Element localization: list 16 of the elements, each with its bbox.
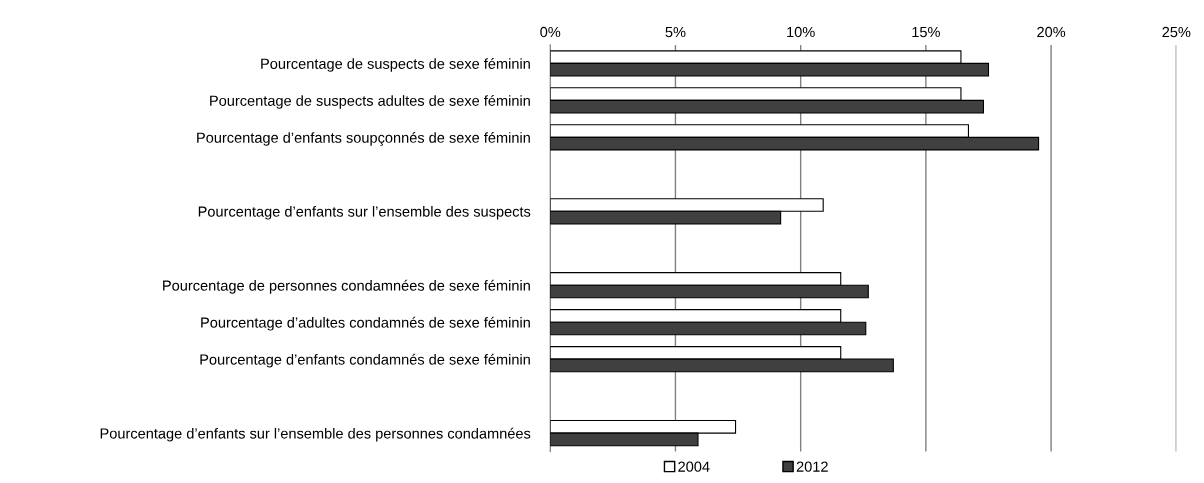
x-tick-label: 10% — [787, 26, 815, 38]
x-tick-label: 0% — [540, 26, 561, 38]
y-tick-label: Pourcentage de personnes condamnées de sexe féminin — [163, 279, 530, 294]
y-tick-label: Pourcentage de suspects adultes de sexe féminin — [210, 95, 530, 109]
y-tick-label: Pourcentage d’enfants soupçonnés de sexe féminin — [197, 131, 530, 146]
x-tick-label: 25% — [1162, 26, 1191, 38]
y-tick-label: Pourcentage d’adultes condamnés de sexe féminin — [201, 316, 530, 331]
x-tick-label: 5% — [665, 26, 686, 38]
legend-label: 2012 — [796, 461, 828, 472]
y-tick-label: Pourcentage de suspects de sexe féminin — [261, 58, 530, 72]
x-tick-label: 20% — [1037, 26, 1066, 38]
y-tick-label: Pourcentage d’enfants condamnés de sexe féminin — [200, 353, 530, 368]
x-tick-label: 15% — [912, 26, 940, 38]
legend-label: 2004 — [678, 461, 710, 472]
y-tick-label: Pourcentage d’enfants sur l’ensemble des suspects — [198, 206, 531, 220]
y-tick-label: Pourcentage d’enfants sur l’ensemble des personnes condamnées — [100, 427, 531, 442]
